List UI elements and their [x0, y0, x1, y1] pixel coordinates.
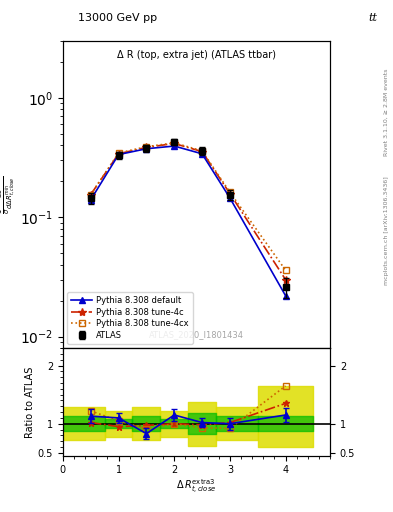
Pythia 8.308 default — [144, 146, 149, 152]
Text: tt: tt — [368, 13, 377, 23]
Text: mcplots.cern.ch [arXiv:1306.3436]: mcplots.cern.ch [arXiv:1306.3436] — [384, 176, 389, 285]
Pythia 8.308 default — [172, 143, 176, 149]
Text: Rivet 3.1.10, ≥ 2.8M events: Rivet 3.1.10, ≥ 2.8M events — [384, 69, 389, 156]
Line: Pythia 8.308 tune-4cx: Pythia 8.308 tune-4cx — [87, 139, 289, 274]
Pythia 8.308 tune-4c — [88, 191, 93, 198]
Pythia 8.308 default — [88, 197, 93, 203]
Line: Pythia 8.308 tune-4c: Pythia 8.308 tune-4c — [86, 139, 290, 284]
Pythia 8.308 tune-4cx — [116, 150, 121, 156]
Pythia 8.308 default — [200, 151, 204, 157]
Text: Δ R (top, extra jet) (ATLAS ttbar): Δ R (top, extra jet) (ATLAS ttbar) — [117, 50, 276, 60]
Pythia 8.308 tune-4cx — [283, 267, 288, 273]
Pythia 8.308 tune-4cx — [144, 144, 149, 150]
Pythia 8.308 tune-4c — [228, 190, 232, 197]
Pythia 8.308 tune-4c — [283, 276, 288, 283]
Pythia 8.308 tune-4cx — [172, 140, 176, 146]
Pythia 8.308 tune-4c — [144, 144, 149, 151]
Pythia 8.308 default — [228, 195, 232, 201]
Line: Pythia 8.308 default: Pythia 8.308 default — [87, 142, 289, 299]
Pythia 8.308 default — [116, 152, 121, 158]
Legend: Pythia 8.308 default, Pythia 8.308 tune-4c, Pythia 8.308 tune-4cx, ATLAS: Pythia 8.308 default, Pythia 8.308 tune-… — [67, 292, 193, 344]
Y-axis label: $\frac{1}{\sigma}\frac{d\sigma}{d\Delta R_{t,close}^{min}}$: $\frac{1}{\sigma}\frac{d\sigma}{d\Delta … — [0, 176, 17, 214]
Pythia 8.308 tune-4c — [172, 140, 176, 146]
Pythia 8.308 tune-4c — [116, 151, 121, 157]
Text: 13000 GeV pp: 13000 GeV pp — [78, 13, 158, 23]
Text: ATLAS_2020_I1801434: ATLAS_2020_I1801434 — [149, 330, 244, 339]
Pythia 8.308 tune-4cx — [200, 148, 204, 154]
Pythia 8.308 tune-4cx — [228, 189, 232, 195]
Pythia 8.308 tune-4c — [200, 148, 204, 155]
Pythia 8.308 tune-4cx — [88, 191, 93, 198]
X-axis label: $\Delta\,R_{t,close}^{\mathrm{extra3}}$: $\Delta\,R_{t,close}^{\mathrm{extra3}}$ — [176, 478, 217, 496]
Pythia 8.308 default — [283, 293, 288, 299]
Y-axis label: Ratio to ATLAS: Ratio to ATLAS — [25, 366, 35, 438]
